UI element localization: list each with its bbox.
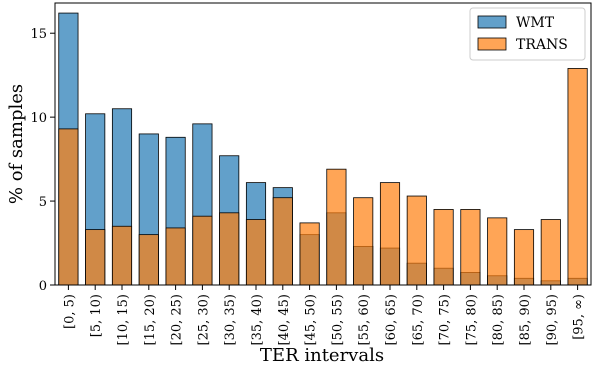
x-tick-label: [80, 85) (491, 294, 506, 346)
legend-label-wmt: WMT (516, 15, 555, 31)
y-axis-label: % of samples (6, 84, 27, 204)
bar-trans-0 (58, 128, 79, 286)
bar-trans-6 (219, 212, 240, 286)
bar-trans-1 (85, 229, 106, 286)
x-axis-label: TER intervals (260, 345, 384, 366)
x-tick-label: [55, 60) (357, 294, 372, 346)
y-tick-label: 5 (39, 195, 47, 210)
x-tick-label: [5, 10) (89, 294, 104, 337)
bar-trans-8 (272, 197, 293, 286)
bar-trans-2 (111, 225, 133, 286)
bar-trans-17 (513, 229, 535, 286)
y-tick-label: 10 (30, 111, 47, 126)
legend: WMT TRANS (469, 7, 586, 61)
x-tick-label: [35, 40) (250, 294, 265, 346)
x-tick-label: [45, 50) (304, 294, 319, 346)
plot-frame (54, 2, 592, 286)
x-tick-label: [40, 45) (277, 294, 292, 346)
x-tick-label: [85, 90) (518, 294, 533, 346)
y-tick-label: 15 (30, 27, 47, 42)
x-tick-label: [90, 95) (545, 294, 560, 346)
x-tick-label: [0, 5) (62, 294, 77, 329)
bar-trans-5 (192, 215, 213, 286)
bar-trans-15 (460, 209, 481, 286)
y-axis: 0 5 10 15 (30, 27, 55, 294)
bar-trans-12 (379, 182, 401, 286)
x-tick-label: [30, 35) (223, 294, 238, 346)
bars (58, 12, 588, 286)
x-axis: [0, 5) [5, 10) [10, 15) [15, 20) [20, 25) [25… (62, 285, 587, 346)
x-tick-label: [65, 70) (411, 294, 426, 346)
x-tick-label: [20, 25) (170, 294, 185, 346)
legend-swatch-trans (477, 37, 507, 51)
bar-trans-10 (326, 168, 347, 286)
bar-trans-3 (138, 234, 159, 286)
x-tick-label: [10, 15) (116, 294, 131, 346)
legend-swatch-wmt (477, 15, 507, 29)
x-tick-label: [75, 80) (464, 294, 479, 346)
bar-trans-4 (165, 227, 186, 286)
legend-label-trans: TRANS (516, 37, 568, 53)
bar-trans-9 (299, 222, 320, 286)
x-tick-label: [25, 30) (196, 294, 211, 346)
bar-trans-7 (245, 219, 267, 286)
x-tick-label: [15, 20) (143, 294, 158, 346)
y-tick-label: 0 (39, 279, 47, 294)
bar-trans-19 (567, 68, 588, 286)
bar-trans-13 (406, 195, 427, 286)
x-tick-label: [50, 55) (330, 294, 345, 346)
x-tick-label: [60, 65) (384, 294, 399, 346)
bar-trans-14 (433, 209, 454, 286)
bar-trans-16 (487, 217, 508, 286)
x-tick-label: [95, ∞) (572, 294, 587, 340)
x-tick-label: [70, 75) (438, 294, 453, 346)
bar-trans-18 (540, 219, 561, 286)
bar-trans-11 (353, 197, 374, 286)
